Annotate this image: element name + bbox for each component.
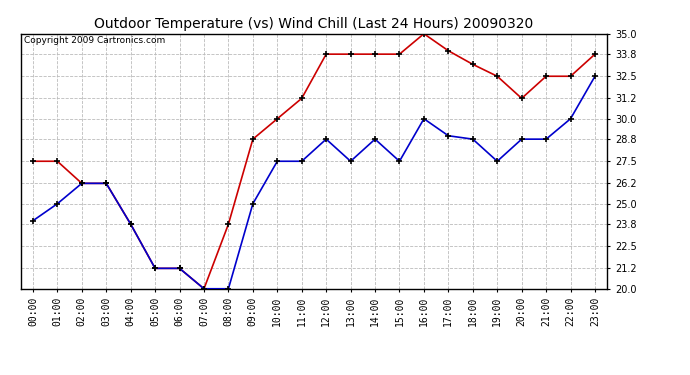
Title: Outdoor Temperature (vs) Wind Chill (Last 24 Hours) 20090320: Outdoor Temperature (vs) Wind Chill (Las… (95, 17, 533, 31)
Text: Copyright 2009 Cartronics.com: Copyright 2009 Cartronics.com (23, 36, 165, 45)
